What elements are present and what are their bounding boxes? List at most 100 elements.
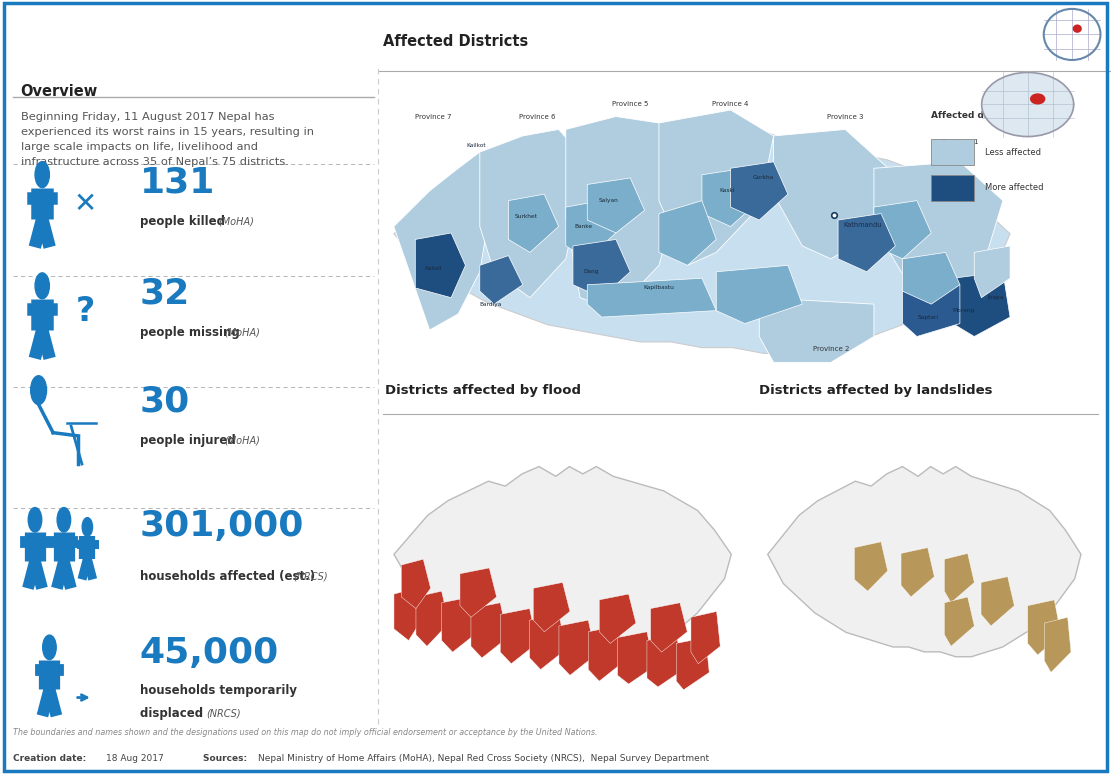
Polygon shape [599,594,635,643]
Polygon shape [500,608,537,663]
Polygon shape [416,591,449,646]
Polygon shape [480,255,523,304]
Polygon shape [902,252,960,304]
Polygon shape [480,129,588,298]
Text: ✕: ✕ [74,190,97,217]
Polygon shape [731,162,788,220]
Polygon shape [533,582,570,632]
Polygon shape [902,285,960,337]
Polygon shape [677,638,709,690]
Circle shape [28,508,42,532]
Polygon shape [1028,600,1061,655]
Polygon shape [573,239,630,298]
Polygon shape [393,152,494,330]
Polygon shape [565,200,615,259]
Polygon shape [953,272,1010,337]
Text: Creation date:: Creation date: [13,754,90,762]
Text: 30: 30 [140,384,190,418]
Text: Banke: Banke [574,224,593,229]
Text: More affected: More affected [985,183,1043,192]
Circle shape [36,162,49,187]
Text: households affected (est.): households affected (est.) [140,570,314,583]
Text: Saptari: Saptari [918,314,938,320]
Text: Province 1: Province 1 [942,139,978,146]
Text: (NRCS): (NRCS) [293,571,328,581]
Text: (as of 18 Aug 2017): (as of 18 Aug 2017) [267,26,422,40]
Polygon shape [1044,618,1071,673]
Polygon shape [559,620,595,675]
Text: Kailali: Kailali [424,266,442,271]
Text: Kailkot: Kailkot [467,143,486,148]
Text: Province 2: Province 2 [813,347,849,352]
Text: Less affected: Less affected [985,148,1041,156]
Polygon shape [944,597,974,646]
Polygon shape [588,178,644,233]
Text: Province 4: Province 4 [712,101,749,107]
Polygon shape [691,611,720,663]
Polygon shape [874,200,931,259]
Text: Districts affected by landslides: Districts affected by landslides [760,384,993,396]
Polygon shape [589,626,624,681]
Text: Sources:: Sources: [203,754,250,762]
Text: ?: ? [76,295,96,328]
Polygon shape [759,298,874,362]
Polygon shape [944,553,974,603]
Polygon shape [460,568,497,618]
Circle shape [36,273,49,299]
Circle shape [982,73,1073,136]
Text: 32: 32 [140,276,190,310]
Circle shape [31,375,47,405]
Text: Province 7: Province 7 [414,114,451,119]
Text: people injured: people injured [140,434,236,447]
Text: displaced: displaced [140,707,207,721]
Polygon shape [768,467,1081,656]
Polygon shape [981,577,1014,626]
Text: Gorkha: Gorkha [752,176,773,180]
Polygon shape [509,194,559,252]
Text: households temporarily: households temporarily [140,684,297,697]
Text: 131: 131 [140,165,216,199]
Polygon shape [647,635,683,687]
Polygon shape [974,246,1010,298]
Polygon shape [702,168,759,227]
Text: Surkhet: Surkhet [514,214,538,219]
Text: Dang: Dang [583,269,599,274]
Text: 18 Aug 2017: 18 Aug 2017 [106,754,174,762]
Circle shape [1043,9,1101,60]
Text: Floods: Floods [139,19,238,47]
Polygon shape [394,588,423,641]
Text: Salyan: Salyan [599,198,619,203]
Polygon shape [659,110,773,265]
Text: Kaski: Kaski [719,188,734,194]
Polygon shape [394,467,731,656]
Circle shape [1031,94,1044,104]
Text: Kathmandu: Kathmandu [844,221,882,228]
Text: Affected Districts: Affected Districts [383,33,529,49]
Polygon shape [717,265,802,324]
Bar [931,175,974,200]
Text: Bardiya: Bardiya [479,302,502,307]
Text: Nepal Ministry of Home Affairs (MoHA), Nepal Red Cross Society (NRCS),  Nepal Su: Nepal Ministry of Home Affairs (MoHA), N… [259,754,710,762]
Text: Province 6: Province 6 [519,114,556,119]
Text: Jhapa: Jhapa [988,295,1004,300]
Circle shape [1073,26,1081,32]
Text: The boundaries and names shown and the designations used on this map do not impl: The boundaries and names shown and the d… [13,728,598,737]
Polygon shape [588,279,717,317]
Polygon shape [618,632,654,684]
Text: (MoHA): (MoHA) [224,327,260,337]
Polygon shape [393,132,1010,353]
Text: (MoHA): (MoHA) [224,436,260,446]
Circle shape [42,635,57,659]
Text: Affected districts: Affected districts [931,111,1020,120]
Text: 45,000: 45,000 [140,636,279,670]
Circle shape [57,508,71,532]
Polygon shape [874,162,1003,304]
Text: Districts affected by flood: Districts affected by flood [384,384,581,396]
Circle shape [82,518,92,536]
Polygon shape [901,548,934,597]
Polygon shape [530,615,567,670]
Polygon shape [651,603,688,652]
Text: people killed: people killed [140,215,224,228]
Text: Morang: Morang [952,308,974,313]
Polygon shape [416,233,466,298]
